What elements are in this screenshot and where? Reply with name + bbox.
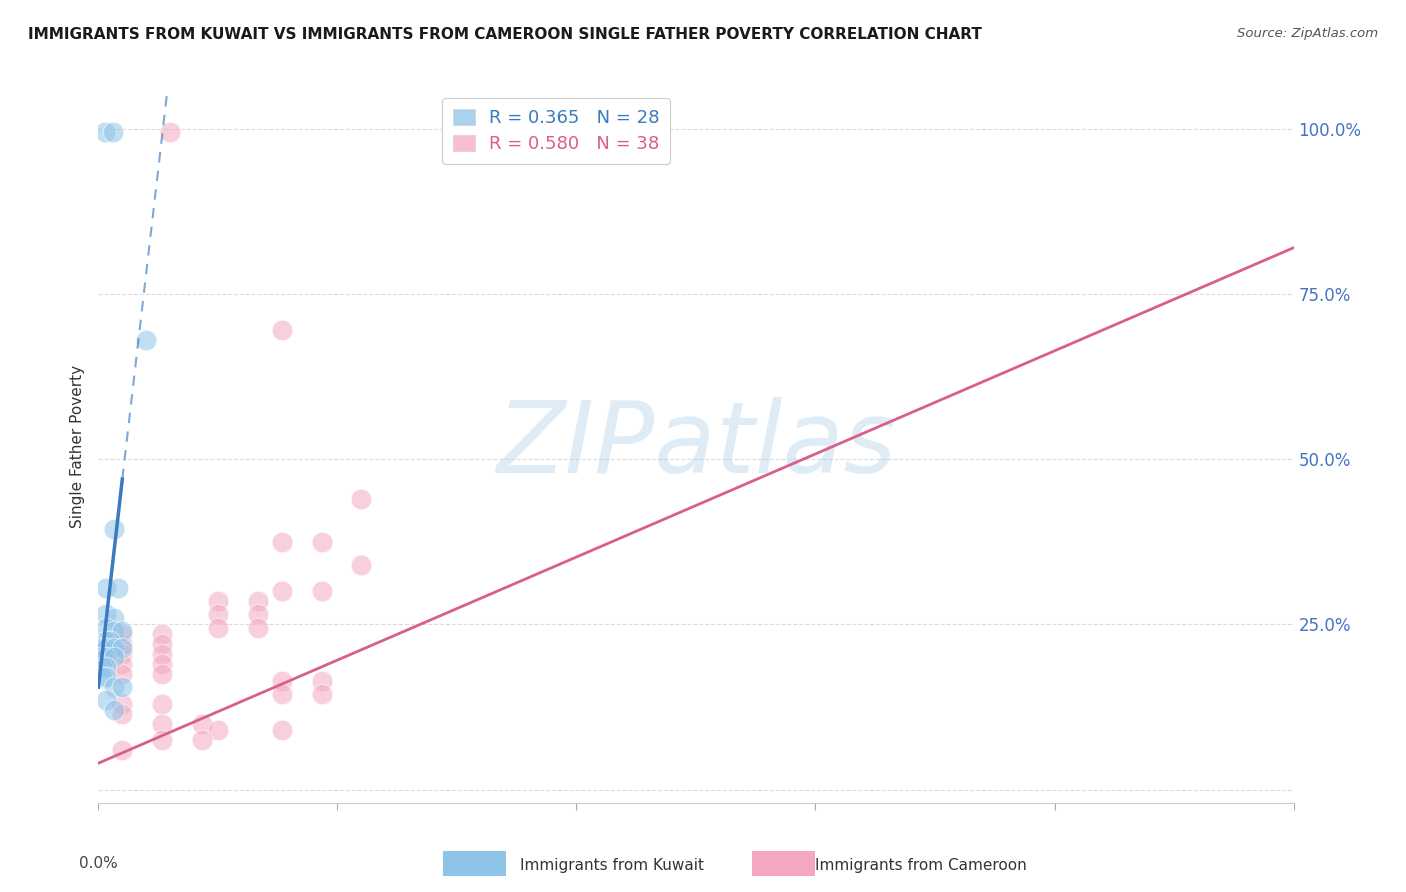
Point: [207, 607, 229, 622]
Point: [107, 581, 129, 595]
Point: [111, 667, 134, 681]
Point: [207, 621, 229, 635]
Point: [91, 670, 114, 684]
Text: ZIPatlas: ZIPatlas: [496, 398, 896, 494]
Point: [91, 640, 114, 655]
Point: [270, 673, 292, 688]
Point: [111, 624, 134, 638]
Point: [311, 584, 333, 599]
Point: [91, 660, 114, 674]
Point: [246, 594, 269, 608]
Point: [103, 703, 125, 717]
Point: [270, 687, 292, 701]
Point: [246, 607, 269, 622]
Point: [111, 637, 134, 651]
Point: [111, 640, 134, 655]
Point: [96, 634, 118, 648]
Point: [96, 621, 118, 635]
Point: [96, 640, 118, 655]
Point: [101, 125, 124, 139]
Point: [150, 716, 173, 731]
Point: [111, 743, 134, 757]
Point: [311, 534, 333, 549]
Text: 0.0%: 0.0%: [79, 856, 118, 871]
Point: [103, 680, 125, 694]
Point: [150, 627, 173, 641]
Point: [103, 611, 125, 625]
Point: [96, 670, 118, 684]
Point: [94, 125, 117, 139]
Point: [311, 687, 333, 701]
Text: Immigrants from Kuwait: Immigrants from Kuwait: [520, 858, 704, 872]
Point: [96, 693, 118, 707]
Point: [103, 522, 125, 536]
Point: [103, 640, 125, 655]
Legend: R = 0.365   N = 28, R = 0.580   N = 38: R = 0.365 N = 28, R = 0.580 N = 38: [441, 98, 671, 163]
Point: [135, 333, 157, 347]
Point: [96, 650, 118, 665]
Point: [91, 650, 114, 665]
Point: [270, 534, 292, 549]
Point: [191, 716, 214, 731]
Point: [150, 667, 173, 681]
Point: [150, 647, 173, 661]
Point: [111, 697, 134, 711]
Point: [270, 584, 292, 599]
Point: [111, 680, 134, 694]
Point: [150, 657, 173, 671]
Point: [311, 673, 333, 688]
Point: [350, 491, 373, 506]
Point: [111, 657, 134, 671]
Point: [150, 733, 173, 747]
Point: [207, 723, 229, 738]
Point: [96, 581, 118, 595]
Point: [96, 607, 118, 622]
Point: [270, 323, 292, 337]
Point: [100, 634, 122, 648]
Point: [150, 637, 173, 651]
Point: [159, 125, 181, 139]
Point: [96, 660, 118, 674]
Point: [111, 627, 134, 641]
Point: [103, 650, 125, 665]
Point: [191, 733, 214, 747]
Point: [111, 706, 134, 721]
Y-axis label: Single Father Poverty: Single Father Poverty: [70, 365, 86, 527]
Text: IMMIGRANTS FROM KUWAIT VS IMMIGRANTS FROM CAMEROON SINGLE FATHER POVERTY CORRELA: IMMIGRANTS FROM KUWAIT VS IMMIGRANTS FRO…: [28, 27, 981, 42]
Point: [207, 594, 229, 608]
Point: [246, 621, 269, 635]
Text: Source: ZipAtlas.com: Source: ZipAtlas.com: [1237, 27, 1378, 40]
Point: [103, 624, 125, 638]
Text: Immigrants from Cameroon: Immigrants from Cameroon: [815, 858, 1028, 872]
Point: [270, 723, 292, 738]
Point: [111, 647, 134, 661]
Point: [150, 697, 173, 711]
Point: [350, 558, 373, 572]
